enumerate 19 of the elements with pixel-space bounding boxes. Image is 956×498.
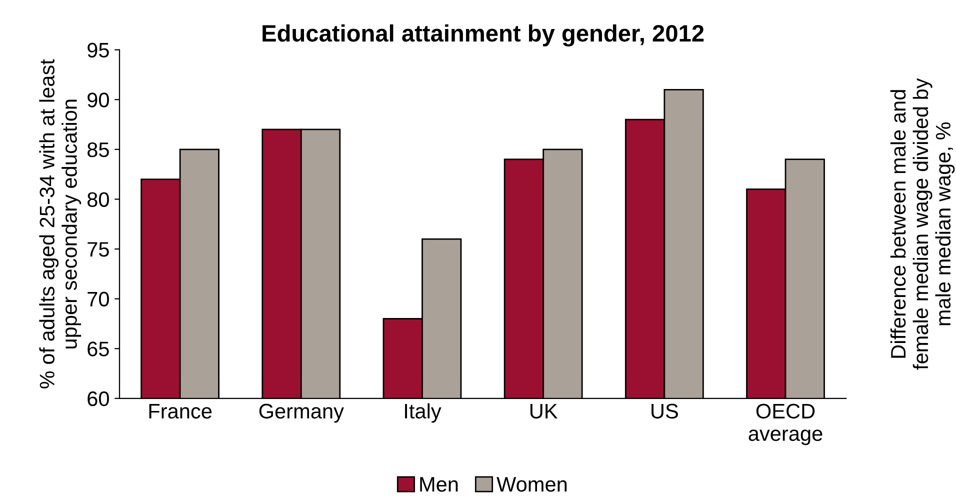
x-tick-label: OECD average	[748, 404, 822, 446]
y-tick-label: 75	[88, 242, 109, 257]
y-tick-label: 95	[88, 42, 109, 58]
y-tick-label: 85	[88, 142, 109, 158]
x-tick-label: Italy	[405, 403, 442, 423]
y-tick-label: 65	[88, 342, 109, 356]
x-tick-label: France	[149, 404, 212, 419]
x-tick-label: US	[652, 404, 678, 419]
y-axis-title: % of adults aged 25-34 with at least upper secondary education	[39, 59, 82, 388]
y-tick-label: 60	[88, 391, 109, 406]
x-tick-label: UK	[530, 404, 558, 419]
legend-label: Women	[496, 477, 567, 492]
chart-title: Educational attainment by gender, 2012	[262, 24, 704, 46]
y-tick-label: 70	[88, 292, 109, 307]
y-tick-label: 90	[88, 92, 109, 108]
legend-label: Men	[420, 477, 458, 492]
y-tick-label: 80	[88, 192, 109, 207]
y2-axis-title: Difference between male and female median wage divided by male median wage, %	[890, 78, 955, 370]
x-tick-label: Germany	[259, 404, 344, 423]
